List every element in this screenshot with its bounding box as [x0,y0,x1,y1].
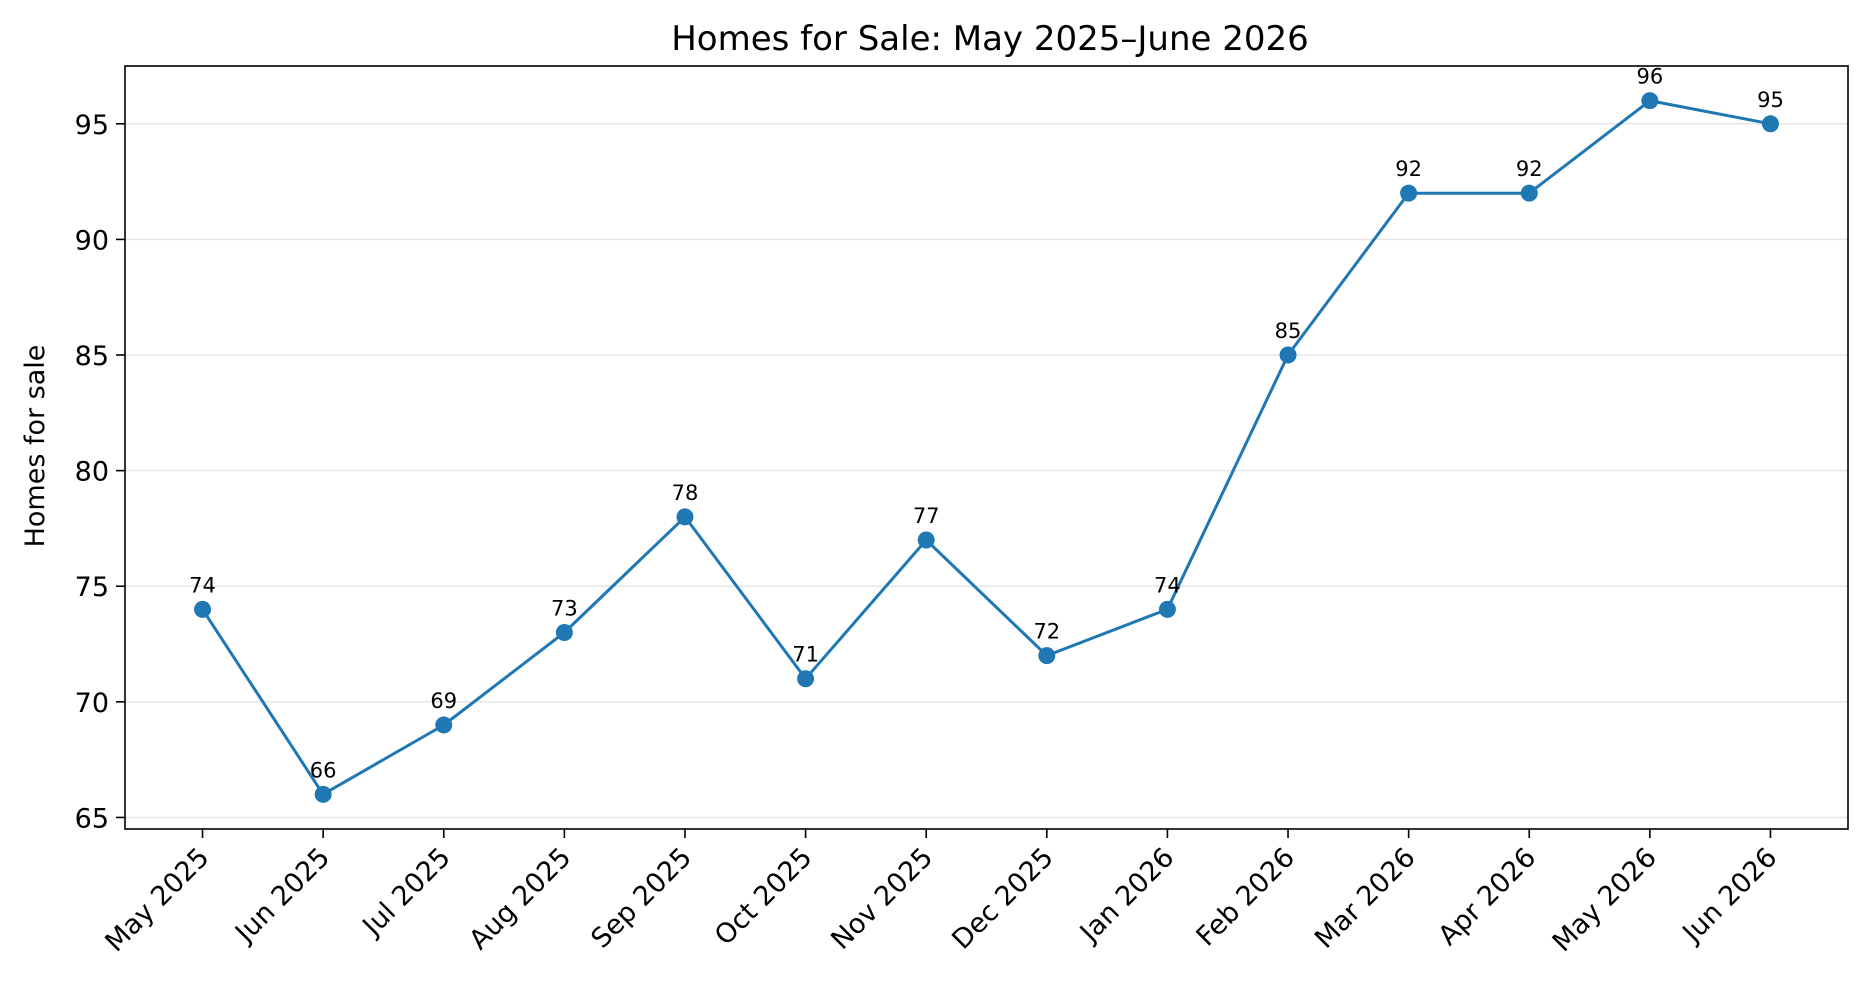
data-point [555,623,573,641]
data-label: 71 [792,643,819,667]
x-tick-label: Dec 2025 [946,842,1060,956]
data-point [1279,346,1297,364]
x-axis-ticks: May 2025 Jun 2025 Jul 2025 Aug 2025 Sep 2025… [99,829,1783,958]
x-tick-label: Aug 2025 [463,842,577,956]
x-tick-label: May 2026 [1547,842,1663,958]
data-point [1158,600,1176,618]
y-axis-label: Homes for sale [20,345,51,548]
data-point [917,531,935,549]
y-tick-label: 65 [75,803,109,834]
series-line [201,99,1771,796]
data-label: 96 [1636,65,1663,89]
x-tick-label: Jun 2025 [228,842,336,950]
data-label: 73 [551,596,578,620]
y-axis-ticks: 65 70 75 80 85 90 95 [75,110,125,834]
x-tick-label: Oct 2025 [709,842,819,952]
plot-frame [124,65,1849,830]
x-tick-label: Jul 2025 [356,842,457,943]
data-point [1038,647,1056,665]
y-tick-label: 95 [75,110,109,141]
data-label: 74 [189,573,216,597]
data-label: 78 [672,481,699,505]
gridlines [125,123,1848,819]
y-tick-label: 70 [75,688,109,719]
data-label: 66 [310,758,337,782]
data-label: 77 [913,504,940,528]
y-tick-label: 80 [75,457,109,488]
data-point [194,600,212,618]
data-point [314,785,332,803]
data-point [435,716,453,734]
x-tick-label: Jan 2026 [1073,842,1180,949]
y-tick-label: 75 [75,572,109,603]
y-tick-label: 90 [75,225,109,256]
data-label: 92 [1395,157,1422,181]
data-label: 74 [1154,573,1181,597]
x-tick-label: Mar 2026 [1309,842,1422,955]
x-tick-label: Feb 2026 [1191,842,1301,952]
x-tick-label: Apr 2026 [1433,842,1543,952]
data-point [797,670,815,688]
data-point [676,508,694,526]
chart-title: Homes for Sale: May 2025–June 2026 [671,19,1309,59]
data-point [1400,184,1418,202]
data-label: 92 [1516,157,1543,181]
x-tick-label: May 2025 [99,842,215,958]
data-label: 95 [1757,88,1784,112]
data-label: 69 [430,689,457,713]
x-tick-label: Nov 2025 [825,842,939,956]
x-tick-label: Sep 2025 [585,842,698,955]
data-label: 72 [1033,620,1060,644]
data-point [1520,184,1538,202]
y-tick-label: 85 [75,341,109,372]
plot-area: 74 66 69 73 78 71 77 72 74 85 92 92 96 95 [189,65,1784,803]
x-tick-label: Jun 2026 [1676,842,1784,950]
data-point [1641,92,1659,110]
data-label: 85 [1275,319,1302,343]
data-point [1761,115,1779,133]
